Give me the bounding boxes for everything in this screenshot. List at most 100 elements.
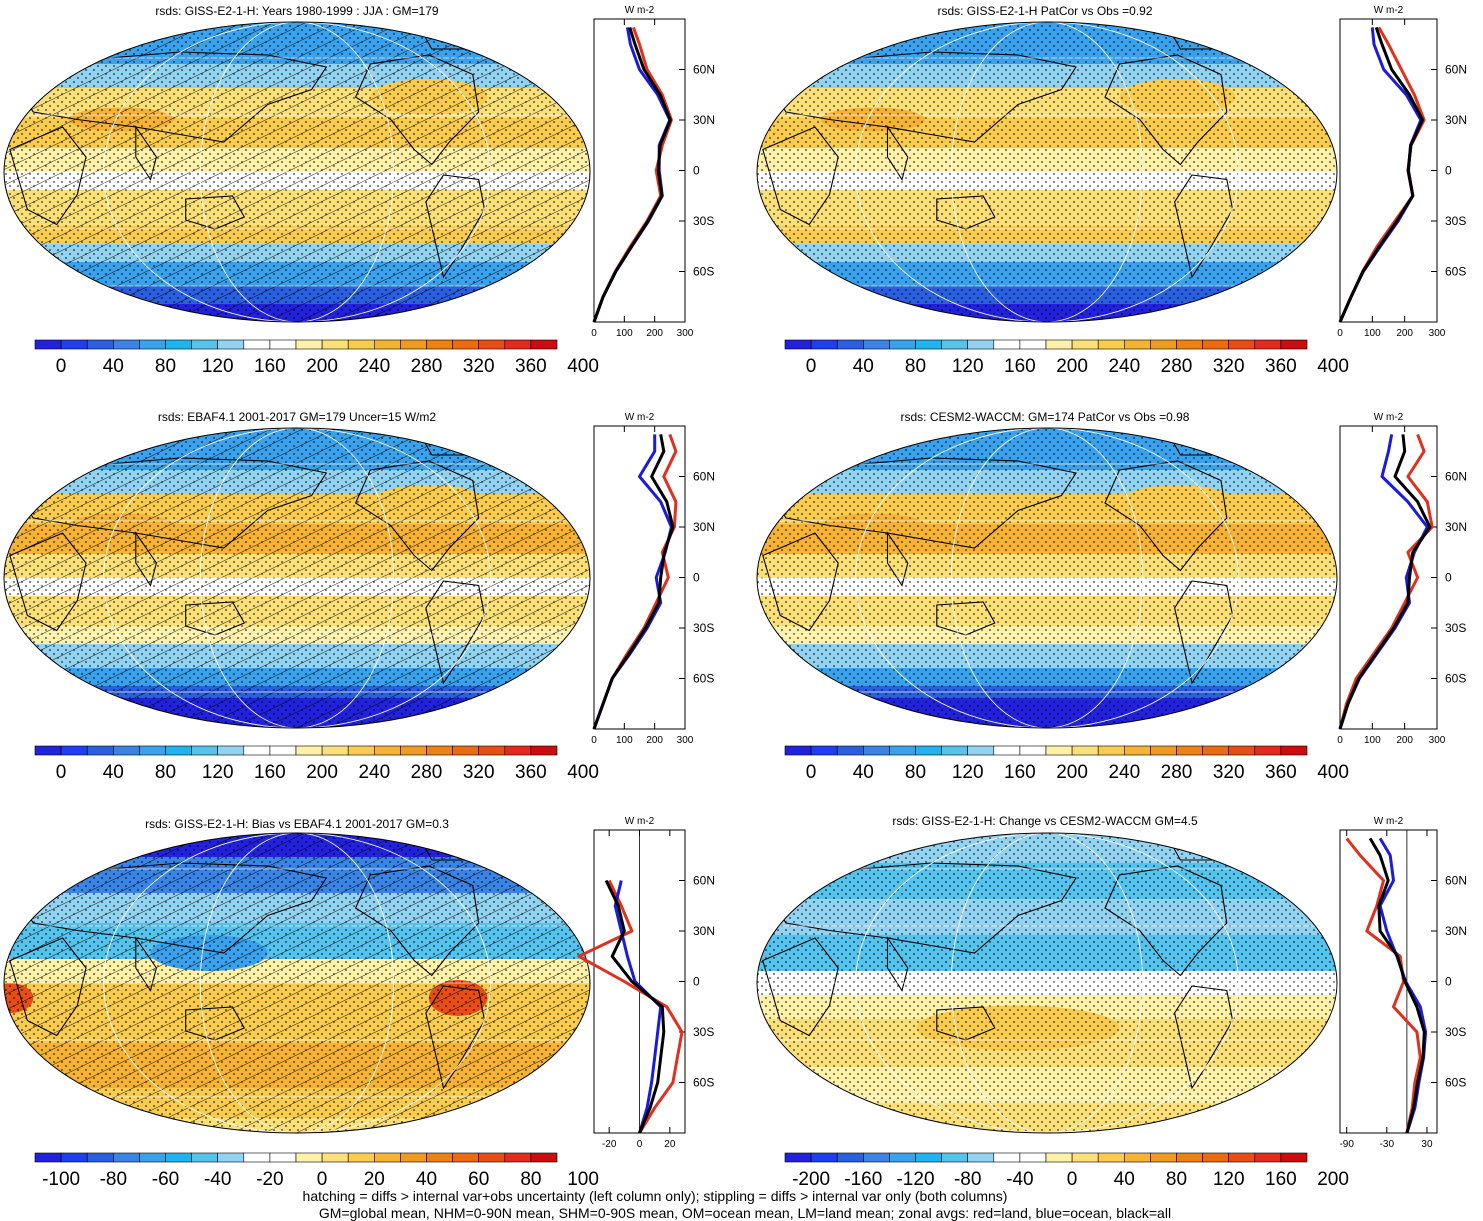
colorbar-label: 320 [1213,356,1245,377]
panel-giss-climatology: rsds: GISS-E2-1-H: Years 1980-1999 : JJA… [3,4,715,377]
world-map [756,21,1338,323]
coastline [1104,865,1228,977]
map-border [756,427,1338,729]
colorbar-swatch [1228,339,1256,350]
map-border [3,21,591,323]
colorbar-label: 400 [1317,356,1349,377]
colorbar-swatch [941,1152,968,1163]
zonal-line-land [577,879,684,1134]
colorbar-label: 200 [306,356,338,377]
colorbar-label: 60 [468,1169,489,1190]
colorbar-swatch [836,1152,864,1163]
coastline [185,601,246,636]
colorbar-label: 280 [411,356,443,377]
colorbar-label: 20 [364,1169,385,1190]
colorbar-swatch [1097,745,1125,756]
colorbar-swatch [269,745,297,756]
colorbar-swatch [452,745,480,756]
colorbar-swatch [1176,745,1203,756]
colorbar-swatch [452,339,480,350]
colorbar-swatch [1150,1152,1177,1163]
panel-cesm2-waccm: rsds: CESM2-WACCM: GM=174 PatCor vs Obs … [756,410,1467,783]
graticule-lon [103,22,491,322]
colorbar-label: -100 [42,1169,80,1190]
zonal-unit: W m-2 [1374,816,1404,827]
x-tick-label: 30 [1421,1139,1433,1150]
lat-label: 60S [1445,672,1466,686]
world-map [3,21,591,323]
x-tick-label: 100 [1364,328,1381,339]
coastline [135,531,157,587]
colorbar-swatch [1071,339,1099,350]
world-map [3,427,591,729]
colorbar-label: -200 [792,1169,830,1190]
colorbar-swatch [1019,339,1047,350]
zonal-line-land [1338,433,1434,730]
footer-note-2: GM=global mean, NHM=0-90N mean, SHM=0-90… [319,1205,1171,1221]
colorbar-swatch [243,1152,271,1163]
colorbar-swatch [1097,1152,1125,1163]
x-tick-label: 20 [664,1139,676,1150]
colorbar-label: 0 [317,1169,328,1190]
colorbar-swatch [1280,339,1308,350]
lat-label: 30N [1445,113,1467,127]
zonal-unit: W m-2 [1374,5,1404,16]
colorbar-label: -80 [954,1169,981,1190]
colorbar-swatch [139,1152,166,1163]
colorbar-swatch [941,745,968,756]
map-border [756,832,1338,1134]
colorbar-swatch [889,745,916,756]
coastline [185,1006,246,1041]
colorbar-swatch [243,745,271,756]
coastline [425,174,486,279]
colorbar-label: -160 [844,1169,882,1190]
colorbar-swatch [217,745,245,756]
colorbar-label: 200 [306,762,338,783]
colorbar-swatch [400,339,427,350]
colorbar-label: 240 [358,356,390,377]
colorbar-swatch [967,339,995,350]
colorbar-label: -120 [896,1169,934,1190]
colorbar-label: 360 [1265,356,1297,377]
colorbar-swatch [784,339,812,350]
colorbar-swatch [478,339,506,350]
colorbar: 0 40 80 120 160 200 240 280 320 360 400 [34,745,599,783]
lat-label: 60S [693,265,714,279]
colorbar-swatch [1045,1152,1073,1163]
lat-label: 30N [693,924,715,938]
zonal-mean-plot: W m-2 0 100 200 300 60N 30N 0 30S 60S [1337,412,1467,746]
map-border [756,21,1338,323]
x-tick-label: -90 [1339,1139,1354,1150]
colorbar-label: 360 [515,762,547,783]
colorbar-swatch [34,745,62,756]
colorbar-swatch [1097,339,1125,350]
coastline [762,532,839,632]
colorbar-swatch [1150,339,1177,350]
colorbar-swatch [530,1152,558,1163]
panel-title: rsds: CESM2-WACCM: GM=174 PatCor vs Obs … [901,410,1190,424]
lat-label: 30S [1445,621,1466,635]
x-tick-label: 100 [616,735,633,746]
colorbar-swatch [113,745,140,756]
colorbar-label: 80 [905,356,926,377]
coastline [354,460,480,572]
colorbar-swatch [836,339,864,350]
colorbar-swatch [269,339,297,350]
colorbar-swatch [321,745,349,756]
coastline [1174,985,1234,1090]
colorbar-swatch [1202,339,1229,350]
x-tick-label: 0 [591,328,597,339]
x-tick-label: 300 [677,735,694,746]
colorbar-label: 0 [806,356,817,377]
colorbar-swatch [993,1152,1021,1163]
colorbar-label: 0 [806,762,817,783]
colorbar-label: 200 [1056,356,1088,377]
colorbar-swatch [1071,1152,1099,1163]
graticule-lon [103,428,491,728]
colorbar-label: 0 [56,762,67,783]
colorbar-swatch [1254,1152,1282,1163]
coastline [354,865,480,977]
colorbar-label: 0 [56,356,67,377]
colorbar-swatch [1254,745,1282,756]
colorbar-label: 240 [358,762,390,783]
